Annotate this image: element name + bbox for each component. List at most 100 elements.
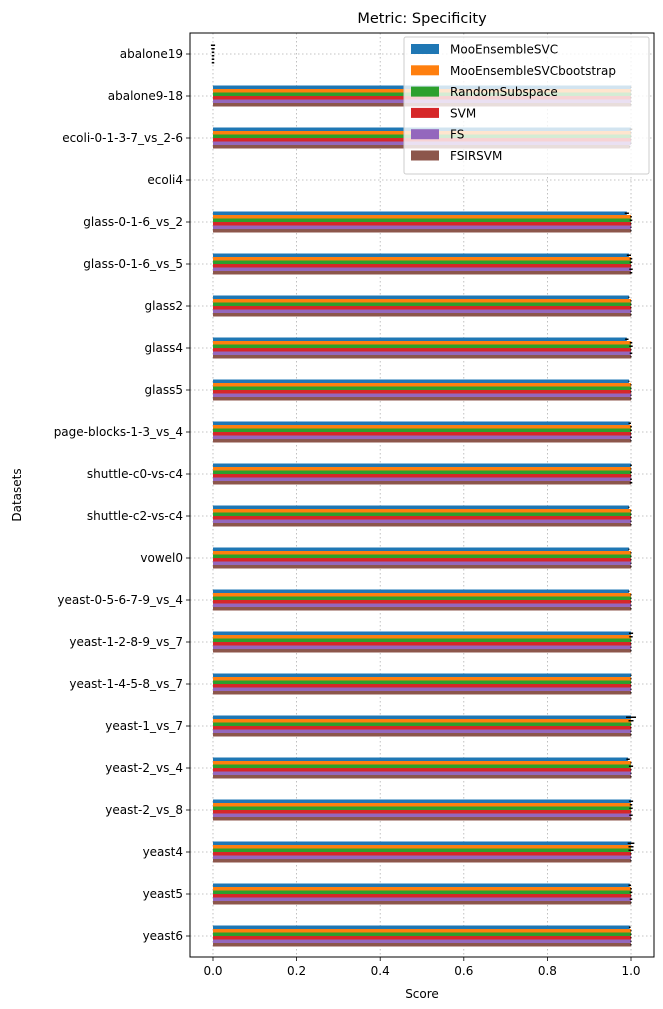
bar	[212, 929, 632, 933]
y-tick-label: yeast-2_vs_8	[105, 803, 183, 817]
bar	[212, 680, 632, 684]
bar	[212, 295, 629, 299]
bar	[212, 218, 632, 222]
bar	[212, 260, 632, 264]
bar	[212, 309, 632, 313]
bar	[212, 313, 632, 317]
bar	[212, 337, 627, 341]
bar	[212, 390, 632, 394]
bar	[212, 852, 632, 856]
bar	[212, 603, 632, 607]
bar	[212, 813, 632, 817]
y-tick-label: yeast-0-5-6-7-9_vs_4	[57, 593, 183, 607]
bar	[212, 561, 632, 565]
legend-swatch	[411, 65, 439, 76]
bar	[212, 215, 632, 219]
bar	[212, 554, 632, 558]
chart-title: Metric: Specificity	[357, 11, 487, 27]
bar	[212, 551, 632, 555]
bar	[212, 467, 632, 471]
bar	[212, 523, 632, 527]
bar	[212, 421, 630, 425]
bar	[212, 883, 630, 887]
legend: MooEnsembleSVC MooEnsembleSVCbootstrap Ran…	[403, 36, 650, 175]
y-tick-label: glass2	[145, 299, 183, 313]
bar	[212, 505, 629, 509]
bar	[212, 775, 632, 779]
bar	[212, 677, 632, 681]
bar	[212, 887, 632, 891]
bar	[212, 684, 632, 688]
bar	[212, 470, 632, 474]
y-tick-label: shuttle-c0-vs-c4	[87, 467, 183, 481]
bar	[212, 848, 632, 852]
bar	[212, 397, 632, 401]
bar	[212, 939, 632, 943]
bar	[212, 477, 632, 481]
bar	[212, 722, 632, 726]
bar	[212, 925, 630, 929]
bar	[212, 481, 632, 485]
bar	[212, 271, 632, 275]
bar	[212, 267, 632, 271]
bar	[212, 379, 629, 383]
bar	[212, 222, 632, 226]
bar	[212, 803, 632, 807]
y-tick-label: yeast5	[143, 887, 183, 901]
bar	[212, 806, 632, 810]
legend-swatch	[411, 129, 439, 140]
y-tick-label: glass-0-1-6_vs_2	[83, 215, 183, 229]
bar	[212, 393, 632, 397]
y-tick-label: glass-0-1-6_vs_5	[83, 257, 183, 271]
bar	[212, 211, 627, 215]
legend-box	[403, 36, 650, 175]
bar	[212, 761, 632, 765]
bar	[212, 894, 632, 898]
legend-swatch	[411, 107, 439, 118]
y-tick-label: yeast4	[143, 845, 183, 859]
bar	[212, 425, 632, 429]
bar	[212, 565, 632, 569]
bar	[212, 607, 632, 611]
y-axis-label: Datasets	[10, 468, 24, 521]
y-axis-ticks: abalone19 abalone9-18 ecoli-0-1-3-7_vs_2-6…	[54, 47, 190, 943]
x-tick-label: 0.0	[203, 964, 222, 978]
bar	[212, 257, 632, 261]
bar	[212, 764, 632, 768]
bar	[212, 596, 632, 600]
legend-swatch	[411, 44, 439, 54]
y-tick-label: yeast-1-2-8-9_vs_7	[69, 635, 183, 649]
bar	[212, 435, 632, 439]
bar	[212, 474, 632, 478]
legend-swatch	[411, 86, 439, 97]
bars	[212, 85, 632, 947]
legend-label: FS	[450, 128, 464, 142]
bar	[212, 463, 632, 467]
bar	[212, 631, 632, 635]
bar	[212, 519, 632, 523]
bar	[212, 901, 632, 905]
y-tick-label: yeast-2_vs_4	[105, 761, 183, 775]
bar	[212, 439, 632, 443]
y-tick-label: yeast6	[143, 929, 183, 943]
y-tick-label: glass4	[145, 341, 183, 355]
bar	[212, 509, 632, 513]
legend-label: RandomSubspace	[450, 85, 558, 99]
plot-frame	[189, 32, 655, 958]
bar	[212, 691, 632, 695]
bar	[212, 817, 632, 821]
bar	[212, 516, 632, 520]
x-tick-label: 0.4	[371, 964, 390, 978]
bar	[212, 299, 632, 303]
x-axis-label: Score	[405, 987, 439, 1001]
legend-label: SVM	[450, 106, 476, 120]
bar	[212, 635, 632, 639]
y-tick-label: yeast-1_vs_7	[105, 719, 183, 733]
bar	[212, 593, 632, 597]
y-tick-label: yeast-1-4-5-8_vs_7	[69, 677, 183, 691]
y-tick-label: abalone9-18	[108, 89, 183, 103]
y-tick-label: glass5	[145, 383, 183, 397]
legend-label: MooEnsembleSVCbootstrap	[450, 64, 616, 78]
bar	[212, 383, 632, 387]
bar	[212, 547, 629, 551]
